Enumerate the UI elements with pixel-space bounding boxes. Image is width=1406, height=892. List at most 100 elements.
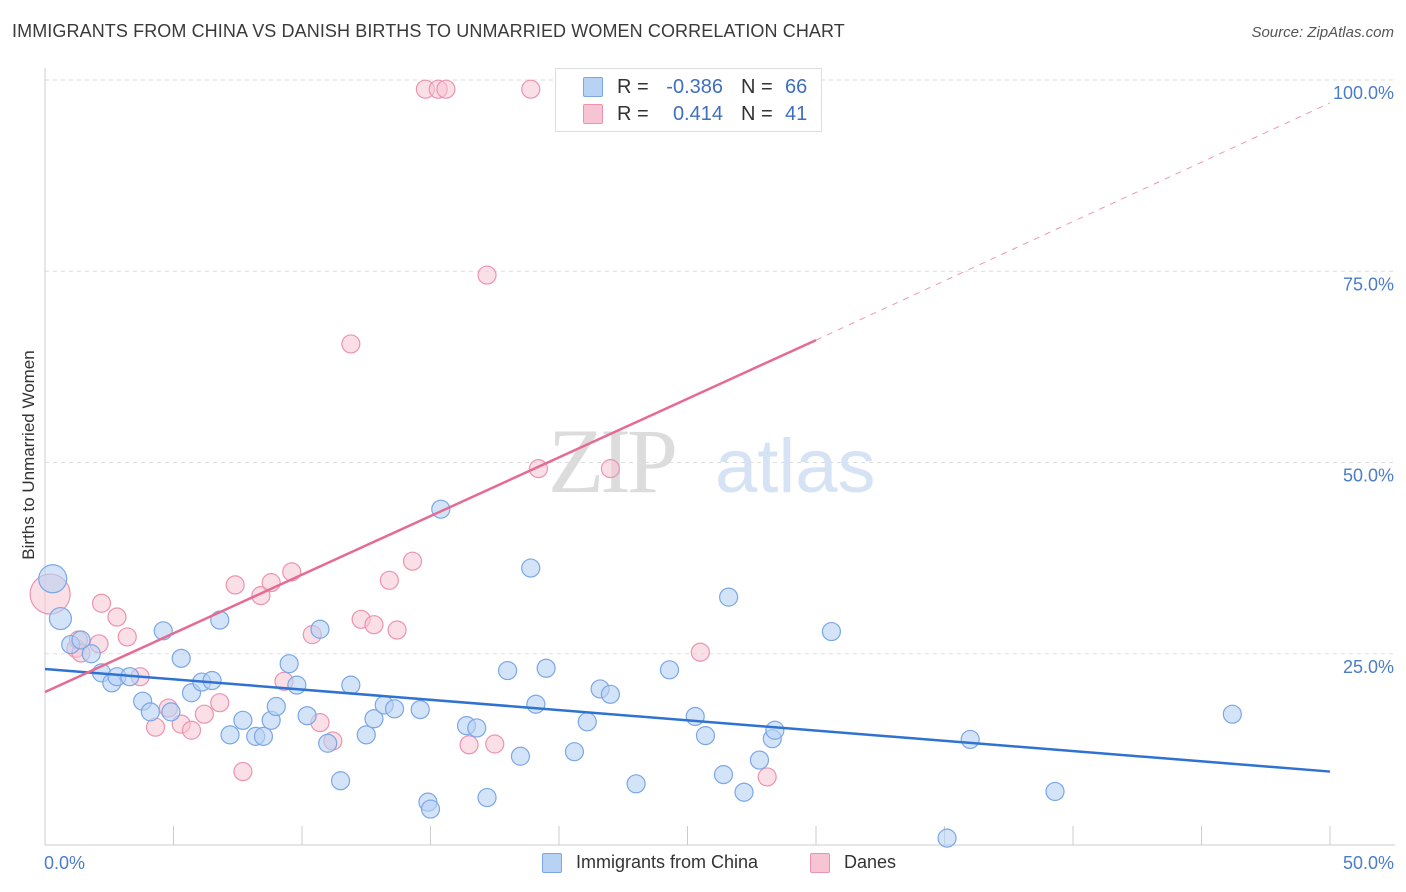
- danes-point: [233, 761, 253, 782]
- danes-point: [117, 627, 137, 647]
- china-point: [71, 630, 91, 650]
- legend-n-value: 41: [785, 102, 808, 125]
- china-point: [341, 675, 361, 695]
- china-point: [253, 726, 274, 746]
- danes-point: [91, 593, 112, 613]
- legend-label-china: Immigrants from China: [576, 852, 759, 872]
- legend-n-value: 66: [785, 75, 808, 98]
- china-point: [734, 782, 754, 802]
- china-point: [564, 742, 585, 762]
- danes-point: [379, 570, 399, 590]
- china-point: [695, 726, 716, 746]
- china-point: [38, 564, 68, 594]
- danes-point: [387, 620, 407, 640]
- china-point: [467, 718, 487, 738]
- watermark: ZIP atlas: [548, 410, 876, 512]
- legend-r-label: R =: [617, 102, 649, 125]
- china-point: [1222, 704, 1242, 724]
- y-tick-label: 25.0%: [1343, 657, 1394, 677]
- danes-point: [210, 693, 230, 713]
- china-point: [498, 660, 518, 681]
- x-tick-labels: 0.0% 50.0%: [44, 853, 1394, 873]
- china-point: [477, 787, 497, 808]
- legend-label-danes: Danes: [844, 852, 897, 872]
- legend-r-value: 0.414: [672, 102, 723, 125]
- legend-item-danes: Danes: [810, 852, 896, 873]
- china-point: [719, 587, 739, 607]
- china-point: [626, 774, 646, 794]
- gridlines: [45, 79, 1395, 655]
- danes-point: [107, 607, 127, 627]
- china-point: [384, 699, 405, 719]
- series-legend: Immigrants from China Danes: [0, 852, 1406, 878]
- china-point: [318, 733, 338, 753]
- legend-n-label: N =: [741, 102, 773, 125]
- danes-point: [521, 79, 541, 99]
- china-point: [279, 654, 299, 674]
- danes-swatch: [583, 104, 603, 124]
- china-points: [38, 499, 1242, 848]
- china-point: [140, 702, 160, 722]
- watermark-atlas: atlas: [715, 424, 876, 509]
- china-point: [600, 684, 621, 704]
- china-point: [287, 675, 307, 695]
- axes: [44, 68, 1395, 846]
- china-point: [420, 799, 441, 819]
- china-point: [161, 702, 181, 722]
- danes-trend-line: [44, 338, 817, 694]
- china-point: [364, 709, 384, 729]
- china-point: [685, 706, 705, 727]
- danes-trend-extension: [815, 102, 1331, 341]
- danes-point: [436, 79, 456, 99]
- x-tick-label: 50.0%: [1343, 853, 1394, 873]
- danes-point: [364, 615, 384, 635]
- china-point: [526, 694, 546, 714]
- china-point: [937, 828, 957, 848]
- trend-lines: [44, 102, 1331, 773]
- y-tick-label: 75.0%: [1343, 274, 1394, 294]
- china-point: [48, 606, 73, 631]
- stats-legend: R = -0.386 N = 66 R = 0.414 N = 41: [555, 68, 822, 132]
- china-point: [310, 619, 330, 639]
- china-point: [821, 621, 842, 642]
- legend-r-label: R =: [617, 75, 649, 98]
- china-point: [410, 699, 430, 720]
- danes-point: [194, 704, 214, 724]
- china-point: [521, 558, 541, 578]
- china-point: [356, 725, 376, 745]
- danes-point: [459, 735, 479, 755]
- y-axis-title: Births to Unmarried Women: [19, 350, 38, 559]
- china-point: [577, 712, 597, 732]
- legend-r-value: -0.386: [666, 75, 723, 98]
- china-point: [1045, 781, 1065, 802]
- danes-points: [29, 79, 790, 787]
- china-point: [713, 765, 734, 785]
- danes-point: [341, 334, 361, 354]
- y-tick-label: 50.0%: [1343, 466, 1394, 486]
- legend-row-danes: R = 0.414 N = 41: [556, 101, 809, 127]
- china-point: [266, 696, 286, 717]
- danes-point: [225, 575, 245, 595]
- danes-swatch: [810, 852, 830, 873]
- source-credit: Source: ZipAtlas.com: [1251, 24, 1394, 41]
- danes-point: [690, 642, 710, 662]
- y-tick-label: 100.0%: [1333, 83, 1394, 103]
- legend-n-label: N =: [741, 75, 773, 98]
- china-trend-line: [44, 667, 1331, 773]
- china-point: [233, 710, 253, 730]
- y-tick-labels: 25.0% 50.0% 75.0% 100.0%: [1333, 83, 1394, 677]
- china-point: [81, 644, 101, 664]
- china-point: [960, 729, 980, 750]
- china-point: [171, 648, 191, 668]
- china-swatch: [542, 852, 562, 873]
- china-point: [297, 706, 317, 726]
- china-point: [220, 725, 240, 745]
- china-point: [765, 720, 785, 740]
- china-point: [202, 670, 222, 691]
- china-point: [749, 750, 770, 770]
- china-point: [659, 660, 680, 680]
- danes-point: [181, 720, 202, 740]
- danes-point: [485, 734, 505, 754]
- china-point: [330, 771, 351, 791]
- danes-point: [600, 459, 621, 479]
